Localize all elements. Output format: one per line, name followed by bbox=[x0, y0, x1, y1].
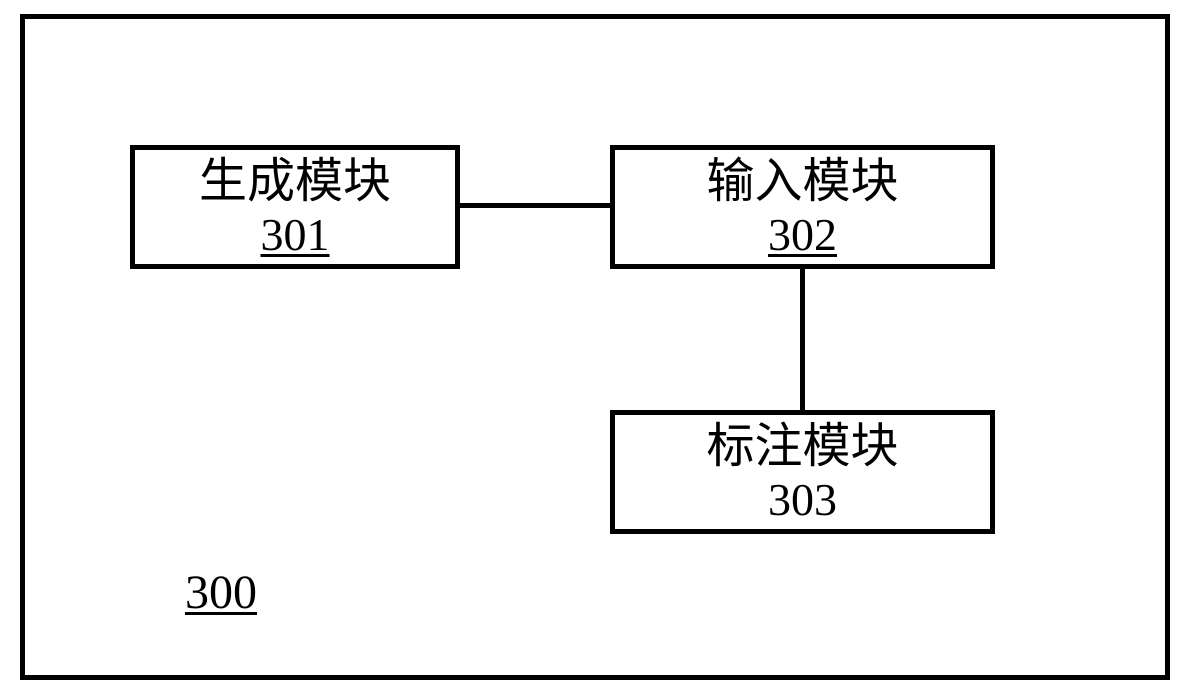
node-gen: 生成模块 301 bbox=[130, 145, 460, 269]
node-gen-ref: 301 bbox=[135, 209, 455, 262]
node-annot-label: 标注模块 bbox=[615, 419, 990, 474]
container-ref: 300 bbox=[185, 565, 257, 620]
node-gen-label: 生成模块 bbox=[135, 154, 455, 209]
node-input: 输入模块 302 bbox=[610, 145, 995, 269]
edge-input-annot bbox=[800, 269, 805, 410]
edge-gen-input bbox=[460, 203, 610, 208]
node-annot-ref: 303 bbox=[615, 474, 990, 527]
node-input-label: 输入模块 bbox=[615, 154, 990, 209]
node-annot: 标注模块 303 bbox=[610, 410, 995, 534]
node-input-ref: 302 bbox=[615, 209, 990, 262]
diagram-container: 生成模块 301 输入模块 302 标注模块 303 300 bbox=[20, 14, 1170, 680]
